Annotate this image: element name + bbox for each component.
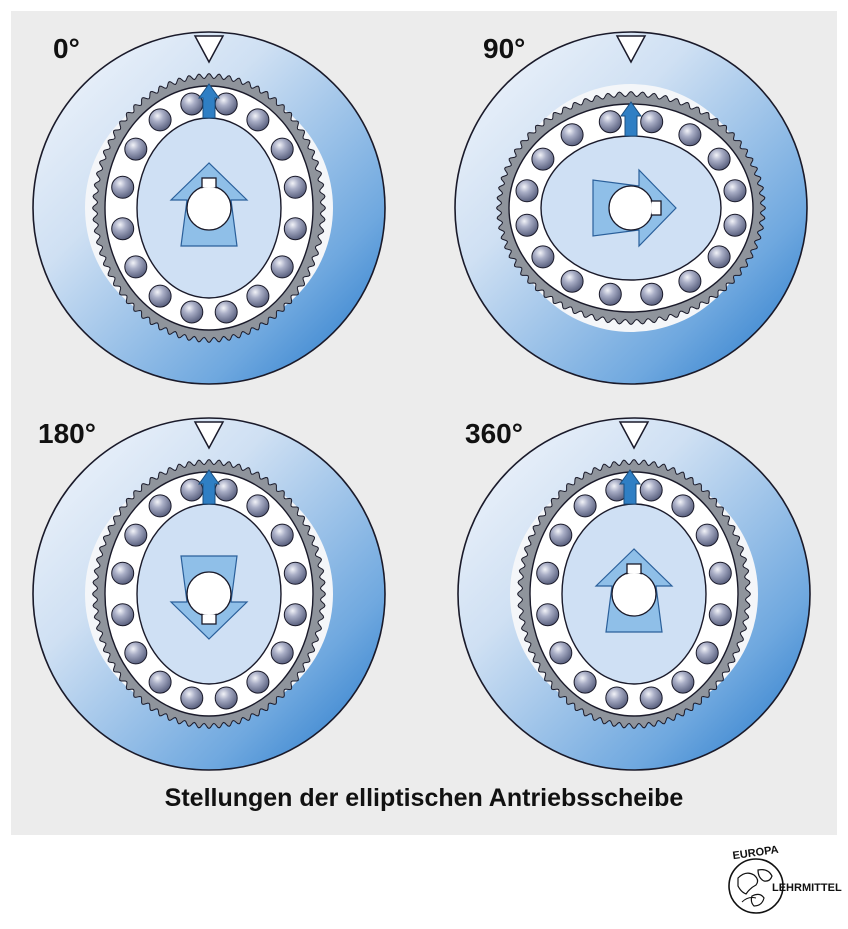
- flexspline-marker-arrow: [620, 101, 642, 137]
- bearing-ball: [180, 300, 204, 324]
- bearing-ball: [111, 603, 135, 627]
- wave-gear-unit-360: [457, 417, 811, 771]
- bearing-ball: [214, 686, 238, 710]
- bearing-ball: [148, 284, 172, 308]
- bearing-ball: [678, 123, 702, 147]
- bearing-ball: [707, 245, 731, 269]
- bearing-ball: [536, 603, 560, 627]
- keyway: [201, 177, 217, 189]
- bearing-ball: [639, 478, 663, 502]
- bearing-ball: [283, 217, 307, 241]
- bearing-ball: [214, 92, 238, 116]
- bearing-ball: [640, 110, 664, 134]
- bearing-ball: [515, 213, 539, 237]
- europa-lehrmittel-logo: EUROPA LEHRMITTEL: [728, 844, 842, 914]
- bearing-ball: [531, 147, 555, 171]
- bearing-ball: [124, 523, 148, 547]
- keyway: [201, 613, 217, 625]
- figure-caption: Stellungen der elliptischen Antriebssche…: [164, 784, 684, 812]
- flexspline-marker-arrow: [198, 469, 220, 505]
- reference-triangle-marker: [615, 35, 647, 64]
- keyway: [650, 200, 662, 216]
- bearing-ball: [270, 255, 294, 279]
- bearing-ball: [723, 179, 747, 203]
- bearing-ball: [148, 494, 172, 518]
- bearing-ball: [695, 523, 719, 547]
- bearing-ball: [678, 269, 702, 293]
- bearing-ball: [111, 561, 135, 585]
- bearing-ball: [246, 108, 270, 132]
- bearing-ball: [124, 641, 148, 665]
- angle-label-0: 0°: [53, 33, 80, 64]
- bearing-ball: [270, 137, 294, 161]
- bearing-ball: [707, 147, 731, 171]
- angle-label-360: 360°: [465, 418, 523, 449]
- keyway: [626, 563, 642, 575]
- bearing-ball: [549, 523, 573, 547]
- bearing-ball: [639, 686, 663, 710]
- bearing-ball: [605, 686, 629, 710]
- bearing-ball: [111, 217, 135, 241]
- bearing-ball: [560, 269, 584, 293]
- bearing-ball: [598, 282, 622, 306]
- bearing-ball: [246, 494, 270, 518]
- bearing-ball: [531, 245, 555, 269]
- bearing-ball: [148, 670, 172, 694]
- bearing-ball: [598, 110, 622, 134]
- bearing-ball: [549, 641, 573, 665]
- wave-gear-unit-180: [32, 417, 386, 771]
- wave-gear-unit-0: [32, 31, 386, 385]
- bearing-ball: [180, 92, 204, 116]
- bearing-ball: [708, 603, 732, 627]
- bearing-ball: [640, 282, 664, 306]
- bearing-ball: [283, 175, 307, 199]
- reference-triangle-marker: [193, 421, 225, 450]
- logo-side-text: LEHRMITTEL: [772, 882, 842, 894]
- bearing-ball: [246, 670, 270, 694]
- wave-gear-unit-90: [454, 31, 808, 385]
- bearing-ball: [124, 137, 148, 161]
- reference-triangle-marker: [618, 421, 650, 450]
- bearing-ball: [671, 670, 695, 694]
- bearing-ball: [708, 561, 732, 585]
- bearing-ball: [148, 108, 172, 132]
- bearing-ball: [536, 561, 560, 585]
- bearing-ball: [180, 686, 204, 710]
- flexspline-marker-arrow: [198, 83, 220, 119]
- bearing-ball: [270, 641, 294, 665]
- bearing-ball: [214, 478, 238, 502]
- bearing-ball: [283, 603, 307, 627]
- bearing-ball: [124, 255, 148, 279]
- bearing-ball: [515, 179, 539, 203]
- flexspline-marker-arrow: [619, 469, 641, 505]
- angle-label-180: 180°: [38, 418, 96, 449]
- reference-triangle-marker: [193, 35, 225, 64]
- bearing-ball: [723, 213, 747, 237]
- bearing-ball: [180, 478, 204, 502]
- bearing-ball: [671, 494, 695, 518]
- bearing-ball: [283, 561, 307, 585]
- angle-label-90: 90°: [483, 33, 526, 64]
- bearing-ball: [560, 123, 584, 147]
- bearing-ball: [573, 494, 597, 518]
- bearing-ball: [214, 300, 238, 324]
- bearing-ball: [246, 284, 270, 308]
- bearing-ball: [573, 670, 597, 694]
- bearing-ball: [695, 641, 719, 665]
- bearing-ball: [270, 523, 294, 547]
- bearing-ball: [111, 175, 135, 199]
